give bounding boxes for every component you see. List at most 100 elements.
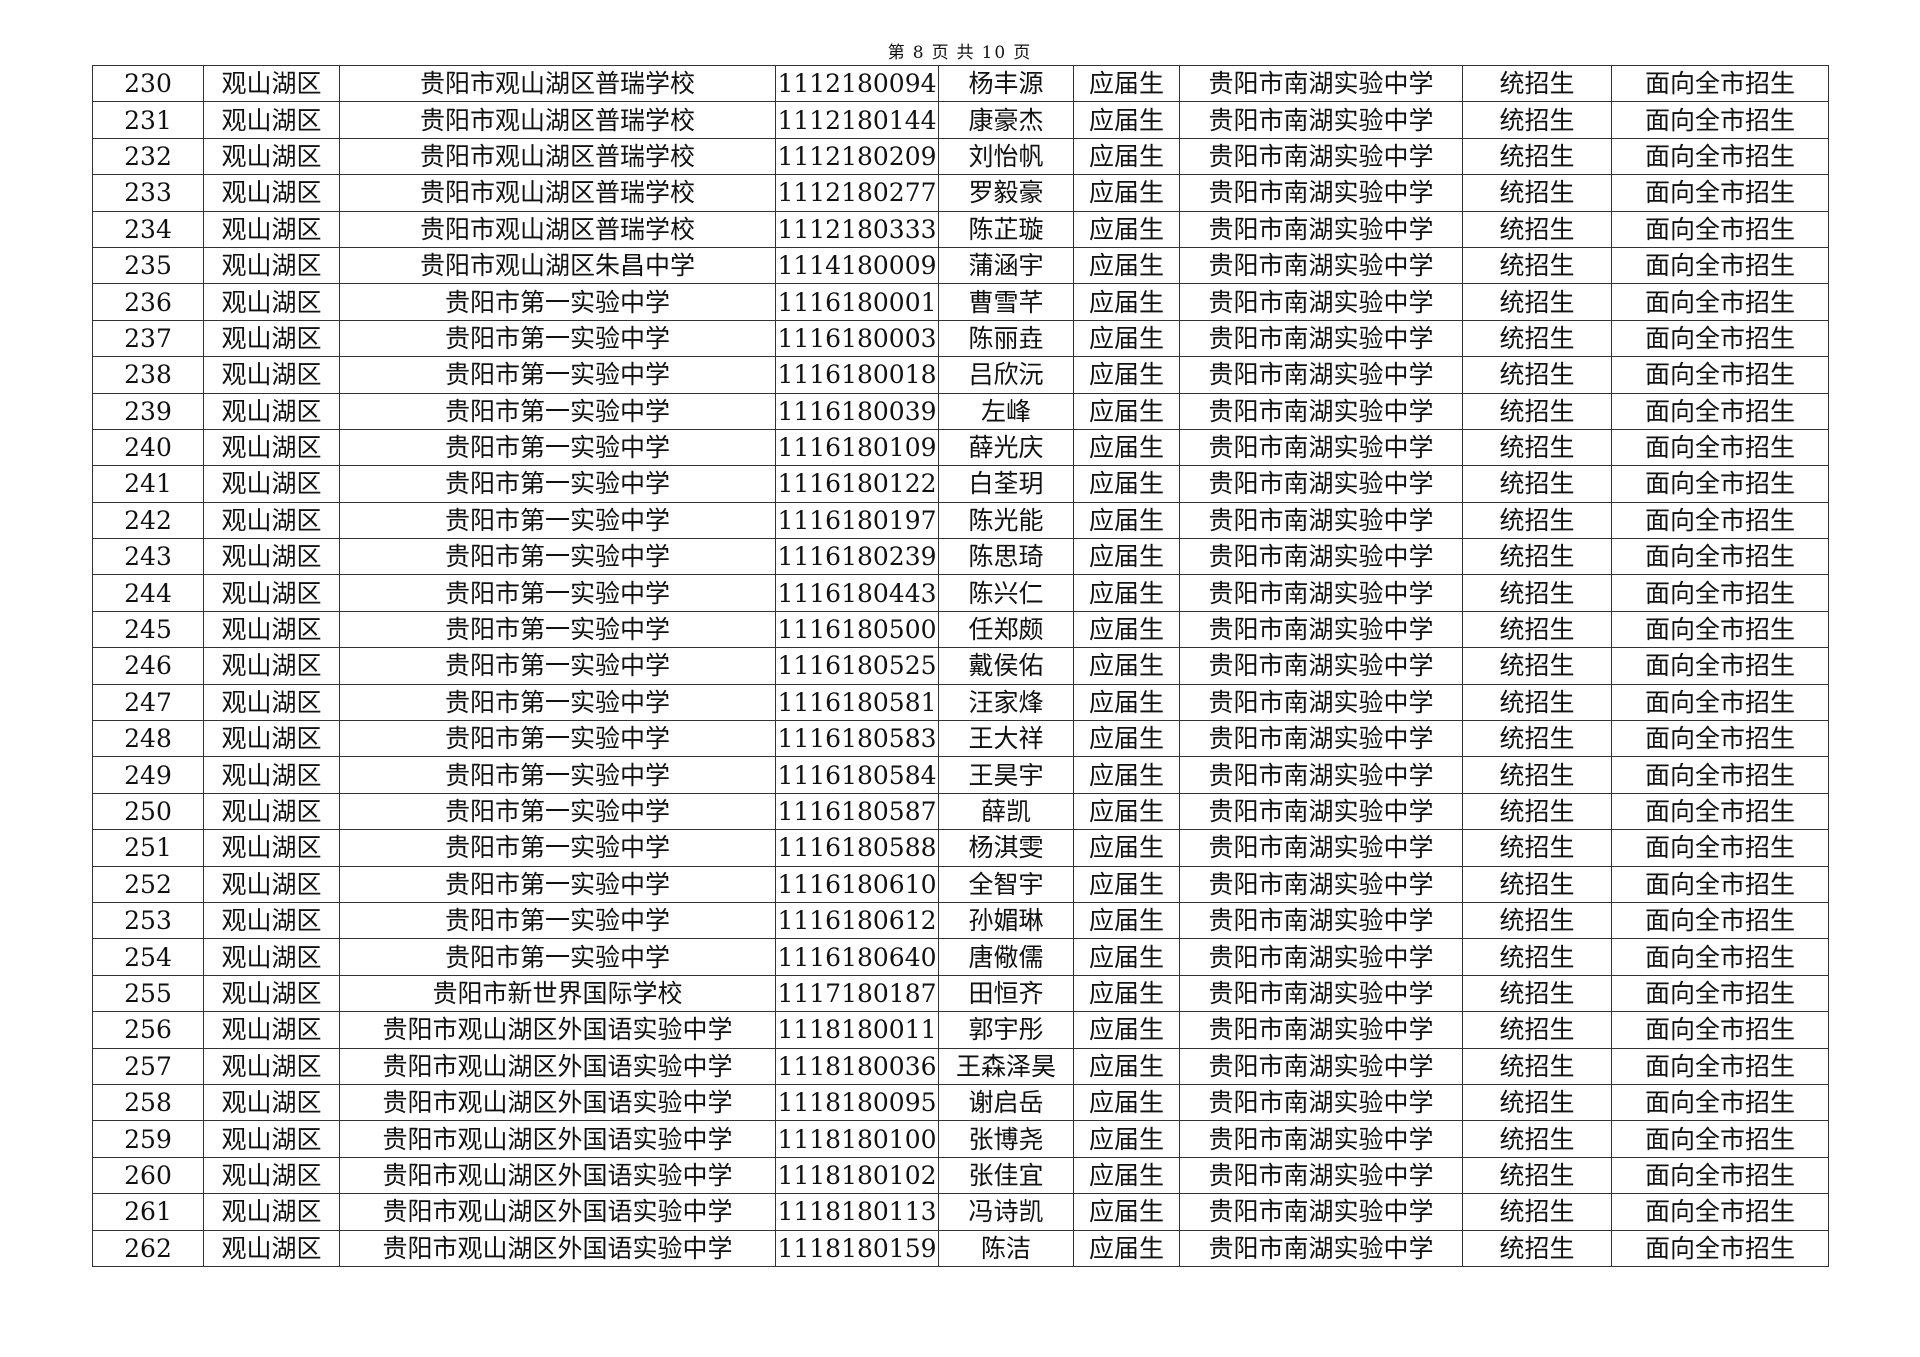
graduating-school-cell: 贵阳市观山湖区普瑞学校: [339, 210, 776, 248]
graduating-school-cell: 贵阳市第一实验中学: [339, 538, 776, 576]
exam-id-cell: 1116180239: [775, 538, 939, 576]
row-number-cell: 247: [92, 683, 204, 722]
student-name-cell: 杨淇雯: [938, 829, 1074, 867]
student-type-cell: 应届生: [1073, 974, 1180, 1013]
student-type-cell: 应届生: [1073, 356, 1180, 394]
table-row: 235 观山湖区 贵阳市观山湖区朱昌中学 1114180009 蒲涵宇 应届生 贵阳市南湖实…: [92, 246, 1829, 285]
table-row: 253 观山湖区 贵阳市第一实验中学 1116180612 孙媚琳 应届生 贵阳市南湖实验中…: [92, 901, 1829, 940]
exam-id-cell: 1118180159: [775, 1229, 939, 1267]
student-name-cell: 曹雪芊: [938, 283, 1074, 321]
table-row: 234 观山湖区 贵阳市观山湖区普瑞学校 1112180333 陈芷璇 应届生 贵阳市南湖实…: [92, 210, 1829, 248]
table-row: 230 观山湖区 贵阳市观山湖区普瑞学校 1112180094 杨丰源 应届生 贵阳市南湖实…: [92, 64, 1829, 103]
graduating-school-cell: 贵阳市第一实验中学: [339, 428, 776, 467]
table-row: 262 观山湖区 贵阳市观山湖区外国语实验中学 1118180159 陈洁 应届生 贵阳市南…: [92, 1229, 1829, 1267]
student-name-cell: 刘怡帆: [938, 137, 1074, 176]
table-row: 241 观山湖区 贵阳市第一实验中学 1116180122 白荃玥 应届生 贵阳市南湖实验中…: [92, 465, 1829, 503]
table-row: 244 观山湖区 贵阳市第一实验中学 1116180443 陈兴仁 应届生 贵阳市南湖实验中…: [92, 574, 1829, 612]
student-type-cell: 应届生: [1073, 1229, 1180, 1267]
admitted-school-cell: 贵阳市南湖实验中学: [1179, 829, 1463, 867]
page-header-text: 页: [931, 43, 951, 63]
student-type-cell: 应届生: [1073, 683, 1180, 722]
admitted-school-cell: 贵阳市南湖实验中学: [1179, 865, 1463, 903]
row-number-cell: 253: [92, 901, 204, 940]
student-type-cell: 应届生: [1073, 792, 1180, 831]
student-name-cell: 郭宇彤: [938, 1011, 1074, 1049]
admission-type-cell: 统招生: [1462, 246, 1612, 285]
enrollment-scope-cell: 面向全市招生: [1611, 1011, 1829, 1049]
student-type-cell: 应届生: [1073, 901, 1180, 940]
admission-type-cell: 统招生: [1462, 392, 1612, 430]
student-name-cell: 吕欣沅: [938, 356, 1074, 394]
table-row: 261 观山湖区 贵阳市观山湖区外国语实验中学 1118180113 冯诗凯 应届生 贵阳市…: [92, 1193, 1829, 1231]
admitted-school-cell: 贵阳市南湖实验中学: [1179, 246, 1463, 285]
student-name-cell: 全智宇: [938, 865, 1074, 903]
row-number-cell: 257: [92, 1047, 204, 1085]
exam-id-cell: 1116180581: [775, 683, 939, 722]
district-cell: 观山湖区: [203, 538, 340, 576]
admission-type-cell: 统招生: [1462, 938, 1612, 976]
student-name-cell: 戴侯佑: [938, 647, 1074, 685]
district-cell: 观山湖区: [203, 1193, 340, 1231]
row-number-cell: 262: [92, 1229, 204, 1267]
row-number-cell: 241: [92, 465, 204, 503]
student-type-cell: 应届生: [1073, 101, 1180, 139]
district-cell: 观山湖区: [203, 1011, 340, 1049]
exam-id-cell: 1118180011: [775, 1011, 939, 1049]
student-name-cell: 康豪杰: [938, 101, 1074, 139]
admission-type-cell: 统招生: [1462, 174, 1612, 212]
admission-type-cell: 统招生: [1462, 283, 1612, 321]
row-number-cell: 252: [92, 865, 204, 903]
district-cell: 观山湖区: [203, 1229, 340, 1267]
admission-type-cell: 统招生: [1462, 1120, 1612, 1158]
student-type-cell: 应届生: [1073, 756, 1180, 794]
admission-type-cell: 统招生: [1462, 1011, 1612, 1049]
student-type-cell: 应届生: [1073, 319, 1180, 358]
admission-type-cell: 统招生: [1462, 647, 1612, 685]
student-type-cell: 应届生: [1073, 829, 1180, 867]
graduating-school-cell: 贵阳市观山湖区普瑞学校: [339, 174, 776, 212]
enrollment-scope-cell: 面向全市招生: [1611, 246, 1829, 285]
graduating-school-cell: 贵阳市观山湖区外国语实验中学: [339, 1193, 776, 1231]
student-type-cell: 应届生: [1073, 174, 1180, 212]
row-number-cell: 246: [92, 647, 204, 685]
exam-id-cell: 1116180443: [775, 574, 939, 612]
graduating-school-cell: 贵阳市第一实验中学: [339, 283, 776, 321]
admission-type-cell: 统招生: [1462, 319, 1612, 358]
admission-type-cell: 统招生: [1462, 1229, 1612, 1267]
exam-id-cell: 1116180018: [775, 356, 939, 394]
enrollment-scope-cell: 面向全市招生: [1611, 792, 1829, 831]
page-header-prefix: 第: [887, 43, 907, 63]
enrollment-scope-cell: 面向全市招生: [1611, 64, 1829, 103]
row-number-cell: 244: [92, 574, 204, 612]
exam-id-cell: 1114180009: [775, 246, 939, 285]
admission-type-cell: 统招生: [1462, 1083, 1612, 1122]
student-type-cell: 应届生: [1073, 64, 1180, 103]
student-name-cell: 杨丰源: [938, 64, 1074, 103]
admission-type-cell: 统招生: [1462, 901, 1612, 940]
exam-id-cell: 1116180583: [775, 720, 939, 758]
graduating-school-cell: 贵阳市第一实验中学: [339, 647, 776, 685]
row-number-cell: 259: [92, 1120, 204, 1158]
district-cell: 观山湖区: [203, 283, 340, 321]
admitted-school-cell: 贵阳市南湖实验中学: [1179, 1229, 1463, 1267]
table-row: 255 观山湖区 贵阳市新世界国际学校 1117180187 田恒齐 应届生 贵阳市南湖实验…: [92, 974, 1829, 1013]
district-cell: 观山湖区: [203, 356, 340, 394]
table-row: 243 观山湖区 贵阳市第一实验中学 1116180239 陈思琦 应届生 贵阳市南湖实验中…: [92, 538, 1829, 576]
table-row: 232 观山湖区 贵阳市观山湖区普瑞学校 1112180209 刘怡帆 应届生 贵阳市南湖实…: [92, 137, 1829, 176]
exam-id-cell: 1112180094: [775, 64, 939, 103]
admitted-school-cell: 贵阳市南湖实验中学: [1179, 720, 1463, 758]
student-type-cell: 应届生: [1073, 1193, 1180, 1231]
admitted-school-cell: 贵阳市南湖实验中学: [1179, 610, 1463, 649]
admission-type-cell: 统招生: [1462, 64, 1612, 103]
graduating-school-cell: 贵阳市第一实验中学: [339, 319, 776, 358]
district-cell: 观山湖区: [203, 683, 340, 722]
student-name-cell: 陈芷璇: [938, 210, 1074, 248]
enrollment-scope-cell: 面向全市招生: [1611, 283, 1829, 321]
admitted-school-cell: 贵阳市南湖实验中学: [1179, 756, 1463, 794]
district-cell: 观山湖区: [203, 101, 340, 139]
admission-type-cell: 统招生: [1462, 1193, 1612, 1231]
enrollment-scope-cell: 面向全市招生: [1611, 101, 1829, 139]
enrollment-scope-cell: 面向全市招生: [1611, 829, 1829, 867]
admission-type-cell: 统招生: [1462, 1047, 1612, 1085]
district-cell: 观山湖区: [203, 174, 340, 212]
